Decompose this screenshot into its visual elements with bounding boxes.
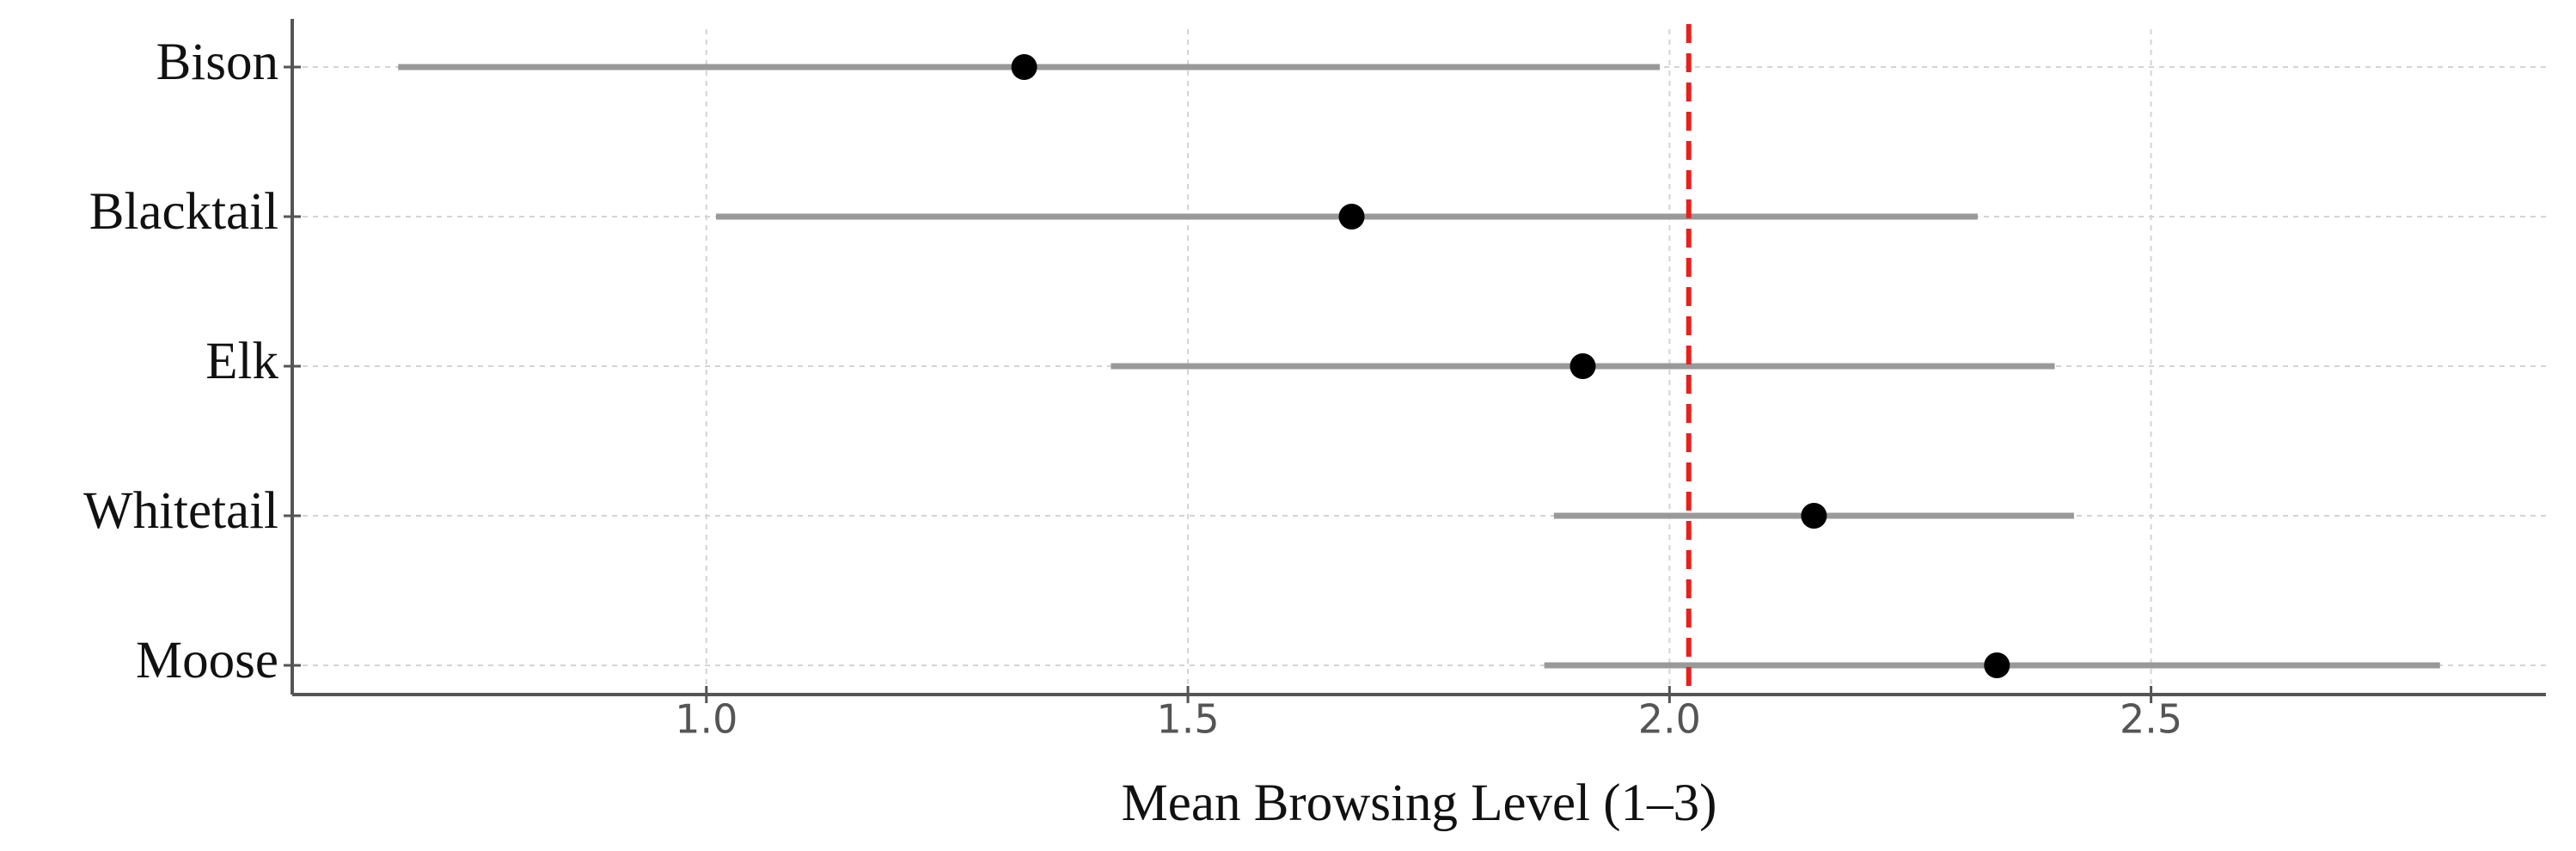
- y-tick-label: Blacktail: [89, 183, 278, 241]
- x-tick-label: 2.0: [1638, 696, 1701, 743]
- x-tick-label: 1.0: [675, 696, 737, 743]
- x-tick-label: 1.5: [1156, 696, 1219, 743]
- mean-point: [1011, 54, 1037, 80]
- x-tick-label: 2.5: [2120, 696, 2182, 743]
- mean-point: [1984, 652, 2010, 678]
- mean-point: [1338, 204, 1365, 230]
- y-tick-label: Elk: [205, 333, 278, 390]
- x-axis-label: Mean Browsing Level (1–3): [1122, 774, 1717, 832]
- y-tick-label: Moose: [136, 632, 278, 689]
- mean-point: [1569, 353, 1596, 379]
- mean-point: [1801, 503, 1827, 529]
- y-tick-label: Bison: [156, 34, 278, 91]
- y-tick-label: Whitetail: [83, 482, 278, 540]
